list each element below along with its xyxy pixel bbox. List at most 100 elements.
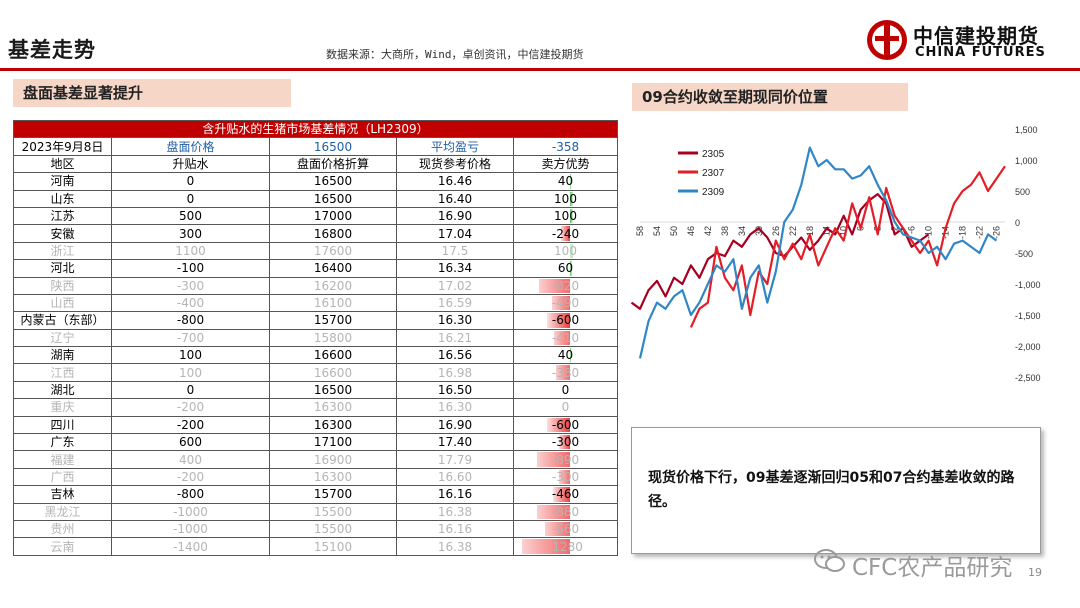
advantage-value: -600 bbox=[551, 417, 580, 432]
cell-region: 内蒙古（东部） bbox=[13, 311, 112, 330]
cell-region: 广东 bbox=[13, 433, 112, 452]
x-tick-label: 10 bbox=[839, 226, 849, 236]
cell-premium: 100 bbox=[111, 363, 270, 382]
page-title: 基差走势 bbox=[8, 38, 96, 62]
cell-premium: -1000 bbox=[111, 519, 270, 539]
cell-premium: 300 bbox=[111, 224, 270, 243]
x-tick-label: 22 bbox=[788, 226, 798, 236]
advantage-bar bbox=[537, 504, 570, 519]
cell-spot: 16.40 bbox=[396, 189, 514, 208]
cell-advantage: -660 bbox=[513, 519, 618, 539]
logo-cn: 中信建投期货 bbox=[913, 24, 1039, 48]
y-tick-label: 500 bbox=[1015, 187, 1030, 197]
cell-spot: 16.46 bbox=[396, 172, 514, 191]
cell-advantage: 0 bbox=[513, 398, 618, 417]
table-row: 广西 -200 16300 16.60 -300 bbox=[13, 467, 618, 487]
cell-spot: 16.59 bbox=[396, 293, 514, 313]
cell-converted: 16900 bbox=[269, 450, 397, 469]
page-number: 19 bbox=[1028, 566, 1042, 579]
x-tick-label: 30 bbox=[754, 226, 764, 236]
series-line-2309 bbox=[638, 146, 998, 359]
cell-spot: 16.60 bbox=[396, 467, 514, 487]
cell-region: 陕西 bbox=[13, 276, 112, 295]
table-row: 安徽 300 16800 17.04 -240 bbox=[13, 224, 618, 243]
table-row: 河南 0 16500 16.46 40 bbox=[13, 172, 618, 191]
advantage-value: -660 bbox=[551, 522, 580, 537]
cell-premium: 600 bbox=[111, 433, 270, 452]
table-row: 贵州 -1000 15500 16.16 -660 bbox=[13, 519, 618, 539]
cell-advantage: 60 bbox=[513, 259, 618, 278]
advantage-bar bbox=[558, 435, 570, 450]
cell-advantage: 100 bbox=[513, 189, 618, 208]
cell-premium: -700 bbox=[111, 328, 270, 348]
cell-premium: -400 bbox=[111, 293, 270, 313]
cell-region: 福建 bbox=[13, 450, 112, 469]
advantage-value: -300 bbox=[551, 435, 580, 450]
cell-region: 贵州 bbox=[13, 519, 112, 539]
advantage-value: 40 bbox=[557, 174, 574, 189]
x-tick-label: 26 bbox=[771, 226, 781, 236]
advantage-bar bbox=[569, 243, 574, 259]
x-tick-label: 54 bbox=[652, 226, 662, 236]
cell-converted: 16500 bbox=[269, 380, 397, 400]
left-section-label: 盘面基差显著提升 bbox=[13, 79, 291, 107]
cell-converted: 16800 bbox=[269, 224, 397, 243]
cell-region: 辽宁 bbox=[13, 328, 112, 348]
table-row: 重庆 -200 16300 16.30 0 bbox=[13, 398, 618, 417]
cell-premium: 400 bbox=[111, 450, 270, 469]
x-tick-label: 50 bbox=[669, 226, 679, 236]
y-tick-label: 1,500 bbox=[1015, 125, 1038, 135]
series-line-2307 bbox=[689, 165, 1006, 328]
cell-converted: 16500 bbox=[269, 172, 397, 191]
advantage-bar bbox=[551, 295, 570, 311]
info-futures-value: 16500 bbox=[269, 137, 397, 156]
note-box: 现货价格下行，09基差逐渐回归05和07合约基差收敛的路径。 bbox=[631, 427, 1041, 554]
cell-advantage: -1280 bbox=[513, 537, 618, 556]
table-row: 黑龙江 -1000 15500 16.38 -880 bbox=[13, 502, 618, 521]
advantage-bar bbox=[539, 278, 570, 293]
cell-spot: 16.56 bbox=[396, 346, 514, 365]
table-row: 辽宁 -700 15800 16.21 -410 bbox=[13, 328, 618, 348]
series-line-2305 bbox=[630, 192, 930, 310]
cell-converted: 15700 bbox=[269, 485, 397, 504]
cell-region: 安徽 bbox=[13, 224, 112, 243]
wechat-icon bbox=[814, 549, 845, 572]
cell-converted: 16200 bbox=[269, 276, 397, 295]
cell-premium: 0 bbox=[111, 380, 270, 400]
cell-advantage: -820 bbox=[513, 276, 618, 295]
advantage-bar bbox=[536, 452, 570, 467]
cell-premium: -1400 bbox=[111, 537, 270, 556]
advantage-bar bbox=[555, 365, 570, 380]
cell-advantage: 40 bbox=[513, 346, 618, 365]
cell-premium: -200 bbox=[111, 415, 270, 435]
logo-en: CHINA FUTURES bbox=[915, 45, 1046, 60]
table-row: 浙江 1100 17600 17.5 100 bbox=[13, 241, 618, 261]
advantage-bar bbox=[554, 330, 570, 346]
cell-region: 四川 bbox=[13, 415, 112, 435]
info-date: 2023年9月8日 bbox=[13, 137, 112, 156]
x-tick-label: 38 bbox=[720, 226, 730, 236]
cell-premium: -200 bbox=[111, 467, 270, 487]
watermark: CFC农产品研究 bbox=[852, 555, 1013, 581]
legend-label-2309: 2309 bbox=[702, 187, 725, 198]
cell-region: 河南 bbox=[13, 172, 112, 191]
header-rule bbox=[0, 68, 1080, 71]
cell-region: 吉林 bbox=[13, 485, 112, 504]
advantage-value: -1280 bbox=[548, 539, 583, 554]
right-section-label: 09合约收敛至期现同价位置 bbox=[632, 83, 908, 111]
cell-converted: 17000 bbox=[269, 206, 397, 226]
table-row: 四川 -200 16300 16.90 -600 bbox=[13, 415, 618, 435]
table-caption-row: 含升贴水的生猪市场基差情况（LH2309） bbox=[13, 119, 618, 139]
advantage-value: -300 bbox=[551, 470, 580, 484]
x-tick-label: 14 bbox=[822, 226, 832, 236]
table-row: 湖北 0 16500 16.50 0 bbox=[13, 380, 618, 400]
advantage-value: -600 bbox=[551, 313, 580, 328]
cell-converted: 16100 bbox=[269, 293, 397, 313]
table-row: 江西 100 16600 16.98 -380 bbox=[13, 363, 618, 382]
cell-converted: 15500 bbox=[269, 502, 397, 521]
table-row: 云南 -1400 15100 16.38 -1280 bbox=[13, 537, 618, 556]
advantage-value: 100 bbox=[554, 191, 577, 206]
note-text: 现货价格下行，09基差逐渐回归05和07合约基差收敛的路径。 bbox=[648, 470, 1015, 510]
cell-premium: -1000 bbox=[111, 502, 270, 521]
legend-label-2305: 2305 bbox=[702, 149, 725, 160]
